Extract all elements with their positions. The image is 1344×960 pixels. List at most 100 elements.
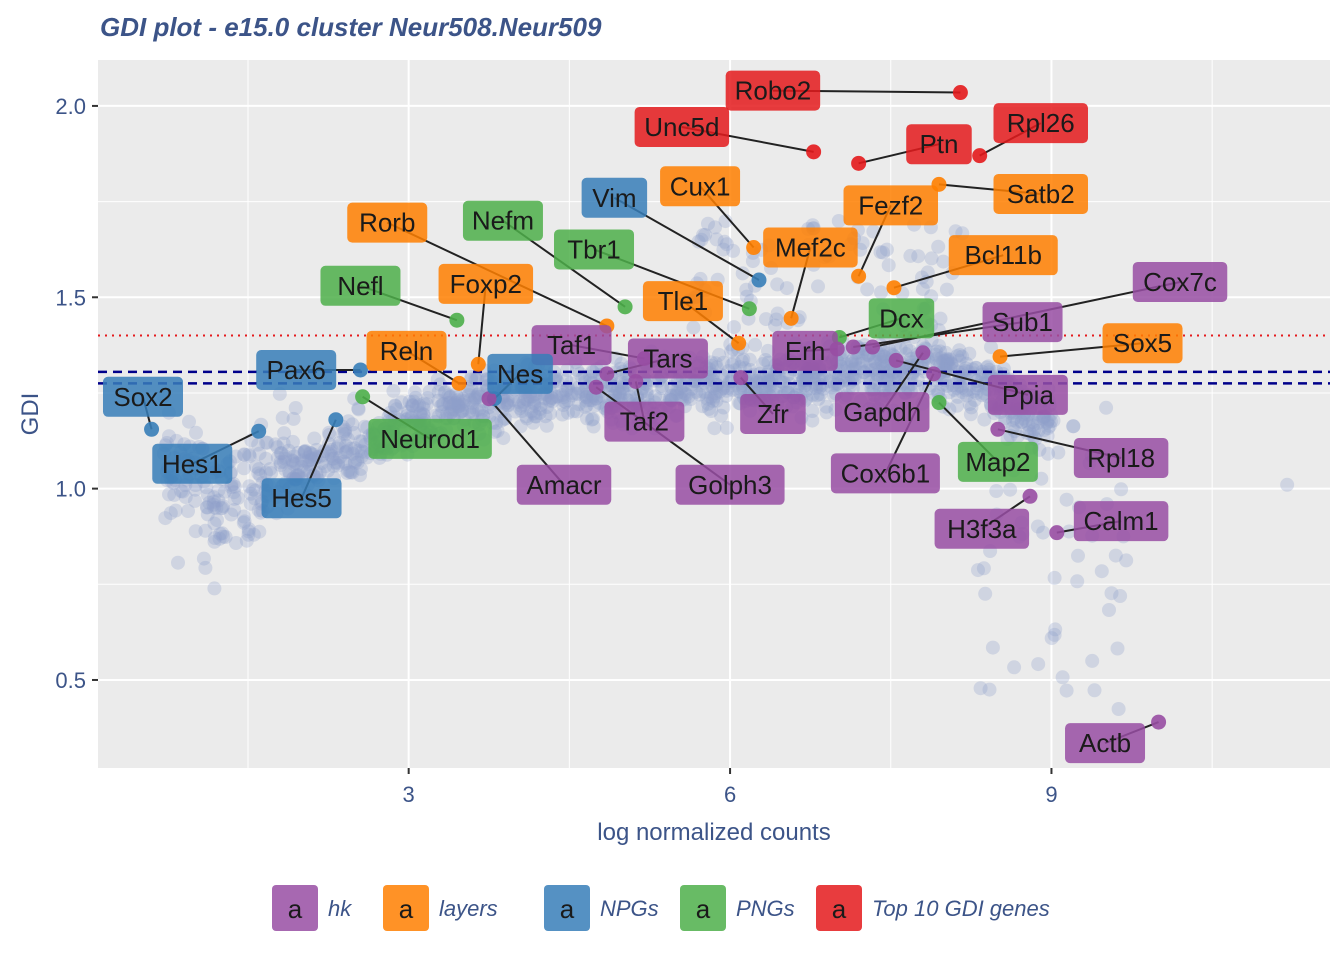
gene-label-box [993, 173, 1088, 214]
bg-point [1114, 482, 1129, 497]
bg-point [545, 394, 560, 409]
bg-point [497, 412, 512, 427]
gene-point [144, 421, 160, 437]
bg-point [878, 381, 893, 396]
bg-point [282, 464, 297, 479]
bg-point [490, 423, 505, 438]
bg-point [416, 396, 431, 411]
bg-point [526, 406, 541, 421]
bg-point [213, 526, 228, 541]
bg-point [761, 355, 776, 370]
bg-point [573, 366, 587, 381]
bg-point [464, 381, 478, 396]
bg-point [975, 364, 990, 379]
bg-point [700, 391, 715, 406]
bg-point [448, 395, 463, 410]
bg-point [673, 381, 688, 396]
bg-point [438, 385, 453, 399]
bg-point [302, 453, 317, 468]
bg-point [704, 404, 719, 418]
bg-point [869, 375, 883, 390]
bg-point [281, 443, 296, 458]
gene-label-box [725, 70, 821, 111]
bg-point [451, 398, 466, 413]
gene-point [1022, 488, 1038, 504]
gene-label-text: Pax6 [267, 355, 326, 385]
bg-point [550, 374, 565, 389]
bg-point [189, 425, 203, 440]
bg-point [899, 340, 914, 355]
bg-point [630, 388, 645, 403]
gene-point [470, 356, 486, 372]
bg-point [394, 395, 409, 410]
bg-point [252, 446, 267, 461]
bg-point [648, 389, 663, 404]
bg-point [974, 388, 989, 403]
bg-point [339, 438, 353, 453]
bg-point [963, 407, 978, 422]
bg-point [877, 349, 891, 364]
bg-point [1010, 415, 1025, 430]
gene-point [851, 268, 867, 284]
bg-point [259, 435, 273, 450]
bg-point [340, 432, 355, 447]
bg-point [1014, 415, 1029, 430]
bg-point [684, 381, 699, 396]
gene-label: Map2 [957, 441, 1038, 482]
bg-point [326, 451, 341, 466]
gene-label-text: Neurod1 [380, 424, 480, 454]
bg-point [845, 381, 860, 396]
bg-point [441, 395, 456, 410]
bg-point [805, 404, 820, 418]
bg-point [966, 384, 981, 399]
bg-point [468, 371, 483, 386]
bg-point [692, 387, 707, 402]
bg-point [676, 378, 691, 393]
bg-point [770, 277, 785, 292]
bg-point [405, 398, 419, 412]
bg-point [303, 446, 318, 461]
bg-point [341, 414, 356, 429]
bg-point [524, 404, 539, 419]
bg-point [758, 353, 773, 367]
bg-point [357, 419, 372, 434]
bg-point [527, 392, 542, 407]
bg-point [932, 355, 947, 370]
bg-point [229, 536, 243, 550]
bg-point [465, 400, 479, 415]
gene-label: Gapdh [834, 392, 930, 433]
bg-point [759, 312, 773, 327]
bg-point [742, 352, 757, 367]
gene-label-box [772, 330, 838, 371]
gene-label-text: Ptn [919, 129, 958, 159]
gene-label-text: Hes5 [271, 483, 332, 513]
gene-point [865, 339, 881, 355]
gene-label-text: Sox2 [113, 382, 172, 412]
bg-point [519, 392, 534, 407]
bg-point [557, 394, 572, 409]
bg-point [242, 449, 257, 464]
bg-point [942, 402, 957, 417]
gene-label-text: Calm1 [1084, 506, 1159, 536]
y-tick-label: 1.0 [55, 477, 86, 502]
bg-point [246, 482, 261, 497]
bg-point [188, 524, 203, 539]
bg-point [933, 344, 948, 359]
bg-point [354, 449, 369, 464]
bg-point [762, 377, 777, 392]
gene-label-text: Unc5d [644, 112, 719, 142]
bg-point [811, 279, 825, 294]
bg-point [1066, 419, 1081, 434]
bg-point [936, 254, 951, 269]
bg-point [355, 444, 369, 459]
bg-point [188, 493, 202, 508]
bg-point [681, 389, 696, 404]
bg-point [674, 385, 689, 400]
gene-point [251, 423, 267, 439]
bg-point [716, 242, 731, 257]
gene-label-text: Erh [785, 336, 825, 366]
bg-point [350, 452, 365, 467]
bg-point [435, 404, 450, 419]
bg-point [707, 421, 722, 436]
bg-point [400, 404, 415, 419]
